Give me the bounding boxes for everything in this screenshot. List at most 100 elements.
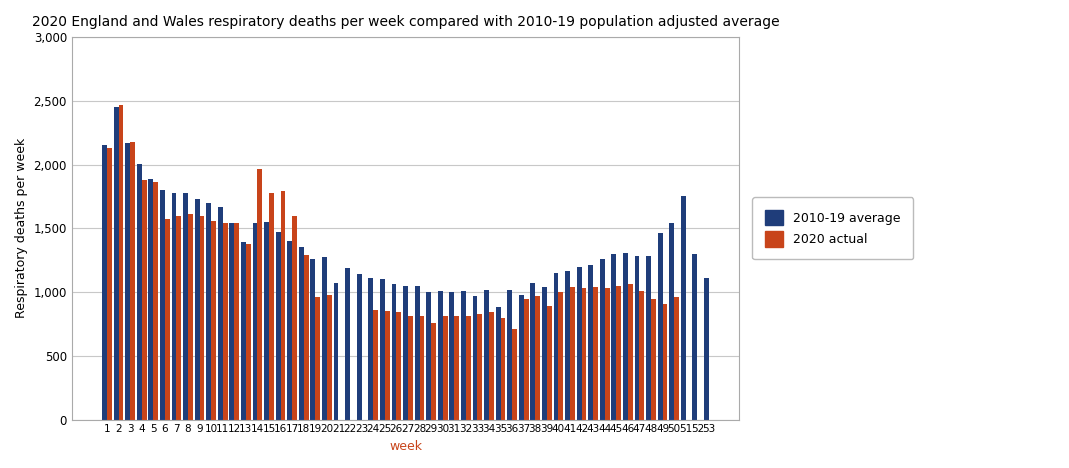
- Bar: [611, 254, 617, 420]
- Bar: [315, 297, 321, 420]
- Bar: [281, 191, 285, 420]
- Bar: [246, 244, 251, 420]
- Bar: [663, 304, 667, 420]
- Bar: [195, 199, 200, 420]
- Bar: [165, 219, 170, 420]
- Bar: [292, 216, 297, 420]
- Bar: [547, 306, 552, 420]
- Bar: [461, 292, 466, 420]
- Bar: [142, 180, 146, 420]
- Bar: [299, 248, 304, 420]
- Bar: [554, 273, 558, 420]
- Bar: [431, 323, 436, 420]
- Bar: [200, 216, 204, 420]
- Bar: [449, 292, 454, 420]
- Bar: [427, 292, 431, 420]
- Bar: [588, 265, 593, 420]
- Bar: [617, 286, 621, 420]
- Bar: [675, 297, 679, 420]
- Bar: [454, 316, 459, 420]
- Bar: [153, 183, 158, 420]
- Bar: [669, 223, 675, 420]
- Bar: [391, 285, 397, 420]
- Bar: [472, 296, 478, 420]
- Bar: [500, 318, 506, 420]
- Bar: [113, 107, 119, 420]
- Bar: [334, 283, 339, 420]
- Bar: [385, 311, 390, 420]
- Bar: [252, 223, 258, 420]
- Bar: [542, 287, 547, 420]
- Bar: [651, 299, 656, 420]
- Bar: [635, 256, 639, 420]
- Bar: [322, 257, 327, 420]
- Bar: [415, 286, 419, 420]
- Bar: [107, 148, 112, 420]
- Y-axis label: Respiratory deaths per week: Respiratory deaths per week: [15, 138, 28, 318]
- Bar: [605, 288, 609, 420]
- Bar: [119, 105, 123, 420]
- Bar: [693, 254, 697, 420]
- Bar: [103, 146, 107, 420]
- Bar: [176, 216, 182, 420]
- Bar: [508, 290, 512, 420]
- Bar: [443, 316, 448, 420]
- Bar: [496, 307, 500, 420]
- Bar: [183, 193, 188, 420]
- Bar: [222, 223, 228, 420]
- Bar: [310, 259, 315, 420]
- Bar: [566, 271, 570, 420]
- Bar: [188, 214, 192, 420]
- X-axis label: week: week: [389, 440, 422, 453]
- Bar: [593, 287, 598, 420]
- Bar: [269, 193, 274, 420]
- Bar: [438, 291, 443, 420]
- Bar: [639, 292, 645, 420]
- Bar: [536, 296, 540, 420]
- Bar: [570, 287, 575, 420]
- Bar: [558, 292, 563, 420]
- Bar: [408, 316, 413, 420]
- Bar: [524, 299, 528, 420]
- Title: 2020 England and Wales respiratory deaths per week compared with 2010-19 populat: 2020 England and Wales respiratory death…: [32, 15, 779, 29]
- Bar: [646, 256, 651, 420]
- Bar: [149, 179, 153, 420]
- Bar: [241, 242, 246, 420]
- Bar: [466, 316, 470, 420]
- Bar: [704, 278, 709, 420]
- Bar: [276, 232, 281, 420]
- Bar: [264, 222, 269, 420]
- Bar: [160, 190, 165, 420]
- Bar: [379, 279, 385, 420]
- Bar: [530, 283, 536, 420]
- Bar: [600, 259, 605, 420]
- Bar: [234, 223, 239, 420]
- Bar: [576, 267, 582, 420]
- Bar: [681, 197, 685, 420]
- Bar: [518, 295, 524, 420]
- Bar: [288, 241, 292, 420]
- Bar: [657, 234, 663, 420]
- Bar: [345, 268, 350, 420]
- Bar: [397, 312, 401, 420]
- Bar: [623, 253, 628, 420]
- Bar: [369, 278, 373, 420]
- Bar: [218, 207, 222, 420]
- Bar: [512, 329, 517, 420]
- Bar: [206, 203, 212, 420]
- Bar: [357, 274, 361, 420]
- Bar: [373, 310, 378, 420]
- Bar: [304, 255, 309, 420]
- Bar: [419, 316, 424, 420]
- Bar: [582, 288, 587, 420]
- Bar: [230, 223, 234, 420]
- Bar: [130, 142, 135, 420]
- Bar: [327, 295, 331, 420]
- Bar: [125, 143, 130, 420]
- Bar: [489, 312, 494, 420]
- Bar: [172, 193, 176, 420]
- Bar: [137, 164, 142, 420]
- Bar: [484, 290, 489, 420]
- Bar: [403, 286, 408, 420]
- Legend: 2010-19 average, 2020 actual: 2010-19 average, 2020 actual: [753, 197, 913, 259]
